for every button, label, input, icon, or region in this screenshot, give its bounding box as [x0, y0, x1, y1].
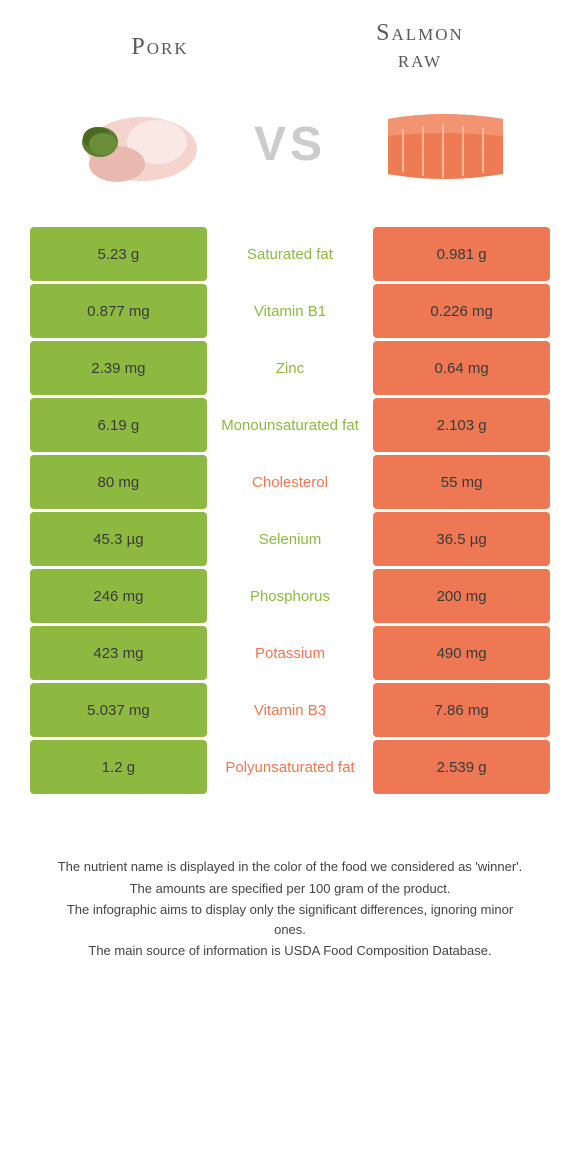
- right-value-cell: 36.5 µg: [373, 512, 550, 566]
- vs-label: VS: [244, 117, 336, 172]
- salmon-illustration-icon: [368, 94, 518, 194]
- nutrient-name-cell: Vitamin B1: [207, 284, 373, 338]
- table-row: 2.39 mgZinc0.64 mg: [30, 341, 550, 395]
- right-value-cell: 200 mg: [373, 569, 550, 623]
- nutrient-name-cell: Zinc: [207, 341, 373, 395]
- right-food-image: [336, 94, 550, 194]
- table-row: 1.2 gPolyunsaturated fat2.539 g: [30, 740, 550, 794]
- table-row: 0.877 mgVitamin B10.226 mg: [30, 284, 550, 338]
- footer-line-2: The amounts are specified per 100 gram o…: [50, 879, 530, 899]
- left-value-cell: 5.037 mg: [30, 683, 207, 737]
- left-value-cell: 246 mg: [30, 569, 207, 623]
- nutrient-name-cell: Selenium: [207, 512, 373, 566]
- right-value-cell: 7.86 mg: [373, 683, 550, 737]
- infographic-container: Pork Salmon raw VS: [0, 0, 580, 1003]
- footer-notes: The nutrient name is displayed in the co…: [30, 857, 550, 961]
- image-row: VS: [30, 94, 550, 194]
- nutrient-name-cell: Cholesterol: [207, 455, 373, 509]
- left-value-cell: 45.3 µg: [30, 512, 207, 566]
- right-value-cell: 490 mg: [373, 626, 550, 680]
- table-row: 5.23 gSaturated fat0.981 g: [30, 227, 550, 281]
- left-value-cell: 1.2 g: [30, 740, 207, 794]
- footer-line-1: The nutrient name is displayed in the co…: [50, 857, 530, 877]
- nutrient-name-cell: Phosphorus: [207, 569, 373, 623]
- table-row: 5.037 mgVitamin B37.86 mg: [30, 683, 550, 737]
- nutrient-name-cell: Potassium: [207, 626, 373, 680]
- left-value-cell: 80 mg: [30, 455, 207, 509]
- left-food-image: [30, 94, 244, 194]
- nutrient-name-cell: Monounsaturated fat: [207, 398, 373, 452]
- left-value-cell: 6.19 g: [30, 398, 207, 452]
- table-row: 45.3 µgSelenium36.5 µg: [30, 512, 550, 566]
- right-value-cell: 2.103 g: [373, 398, 550, 452]
- right-value-cell: 2.539 g: [373, 740, 550, 794]
- right-value-cell: 0.226 mg: [373, 284, 550, 338]
- table-row: 246 mgPhosphorus200 mg: [30, 569, 550, 623]
- left-value-cell: 0.877 mg: [30, 284, 207, 338]
- footer-line-4: The main source of information is USDA F…: [50, 941, 530, 961]
- footer-line-3: The infographic aims to display only the…: [50, 900, 530, 939]
- right-food-title: Salmon raw: [290, 20, 550, 74]
- table-row: 423 mgPotassium490 mg: [30, 626, 550, 680]
- comparison-table: 5.23 gSaturated fat0.981 g0.877 mgVitami…: [30, 224, 550, 797]
- pork-illustration-icon: [62, 94, 212, 194]
- table-row: 80 mgCholesterol55 mg: [30, 455, 550, 509]
- left-food-title: Pork: [30, 34, 290, 61]
- left-value-cell: 423 mg: [30, 626, 207, 680]
- right-value-cell: 55 mg: [373, 455, 550, 509]
- nutrient-name-cell: Polyunsaturated fat: [207, 740, 373, 794]
- right-value-cell: 0.64 mg: [373, 341, 550, 395]
- comparison-tbody: 5.23 gSaturated fat0.981 g0.877 mgVitami…: [30, 227, 550, 794]
- table-row: 6.19 gMonounsaturated fat2.103 g: [30, 398, 550, 452]
- nutrient-name-cell: Saturated fat: [207, 227, 373, 281]
- nutrient-name-cell: Vitamin B3: [207, 683, 373, 737]
- left-value-cell: 2.39 mg: [30, 341, 207, 395]
- title-row: Pork Salmon raw: [30, 20, 550, 74]
- left-value-cell: 5.23 g: [30, 227, 207, 281]
- right-value-cell: 0.981 g: [373, 227, 550, 281]
